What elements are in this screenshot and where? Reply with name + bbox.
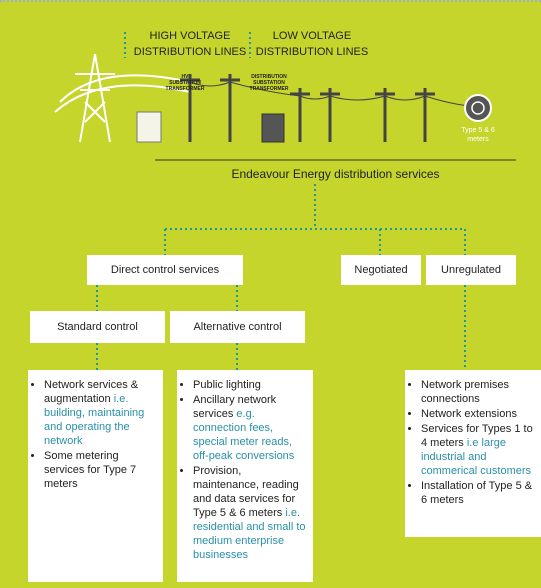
item-text: Network premises connections xyxy=(421,379,509,405)
list-item: Provision, maintenance, reading and data… xyxy=(193,464,309,562)
subcategory-box: Standard control xyxy=(30,311,165,343)
item-text: Ancillary network services xyxy=(193,394,276,420)
list-item: Network extensions xyxy=(421,407,537,421)
bullet-list: Network premises connections Network exte… xyxy=(411,378,537,507)
category-label: Direct control services xyxy=(111,264,219,276)
item-text: Network extensions xyxy=(421,408,517,420)
category-box: Direct control services xyxy=(87,255,243,285)
service-list: Public lighting Ancillary network service… xyxy=(177,370,313,582)
label-line: Type 5 & 6 xyxy=(450,126,506,135)
label-line: LOW VOLTAGE xyxy=(252,28,372,44)
list-item: Network premises connections xyxy=(421,378,537,406)
item-text: Public lighting xyxy=(193,379,261,391)
diagram: HIGH VOLTAGEDISTRIBUTION LINES LOW VOLTA… xyxy=(0,0,541,588)
list-item: Public lighting xyxy=(193,378,309,392)
service-list: Network services & augmentation i.e. bui… xyxy=(28,370,163,582)
label-line: TRANSFORMER xyxy=(243,86,295,92)
category-box: Negotiated xyxy=(341,255,421,285)
list-item: Network services & augmentation i.e. bui… xyxy=(44,378,159,448)
bullet-list: Public lighting Ancillary network service… xyxy=(183,378,309,562)
service-list: Network premises connections Network exte… xyxy=(405,370,541,537)
category-label: Negotiated xyxy=(354,264,407,276)
category-label: Unregulated xyxy=(441,264,501,276)
root-label: Endeavour Energy distribution services xyxy=(155,167,516,181)
list-item: Installation of Type 5 & 6 meters xyxy=(421,479,537,507)
label-line: DISTRIBUTION LINES xyxy=(125,44,255,60)
label-line: DISTRIBUTION LINES xyxy=(252,44,372,60)
subcategory-label: Alternative control xyxy=(193,321,281,333)
label-line: HIGH VOLTAGE xyxy=(125,28,255,44)
bullet-list: Network services & augmentation i.e. bui… xyxy=(34,378,159,491)
label-line: TRANSFORMER xyxy=(160,86,210,92)
list-item: Ancillary network services e.g. connecti… xyxy=(193,393,309,463)
category-box: Unregulated xyxy=(426,255,516,285)
item-text: Provision, maintenance, reading and data… xyxy=(193,465,299,519)
item-text: Some metering services for Type 7 meters xyxy=(44,450,136,490)
subcategory-box: Alternative control xyxy=(170,311,305,343)
list-item: Services for Types 1 to 4 meters i.e lar… xyxy=(421,422,537,478)
label-line: meters xyxy=(450,135,506,144)
list-item: Some metering services for Type 7 meters xyxy=(44,449,159,491)
power-lines xyxy=(55,54,491,142)
subcategory-label: Standard control xyxy=(57,321,138,333)
item-text: Installation of Type 5 & 6 meters xyxy=(421,480,532,506)
